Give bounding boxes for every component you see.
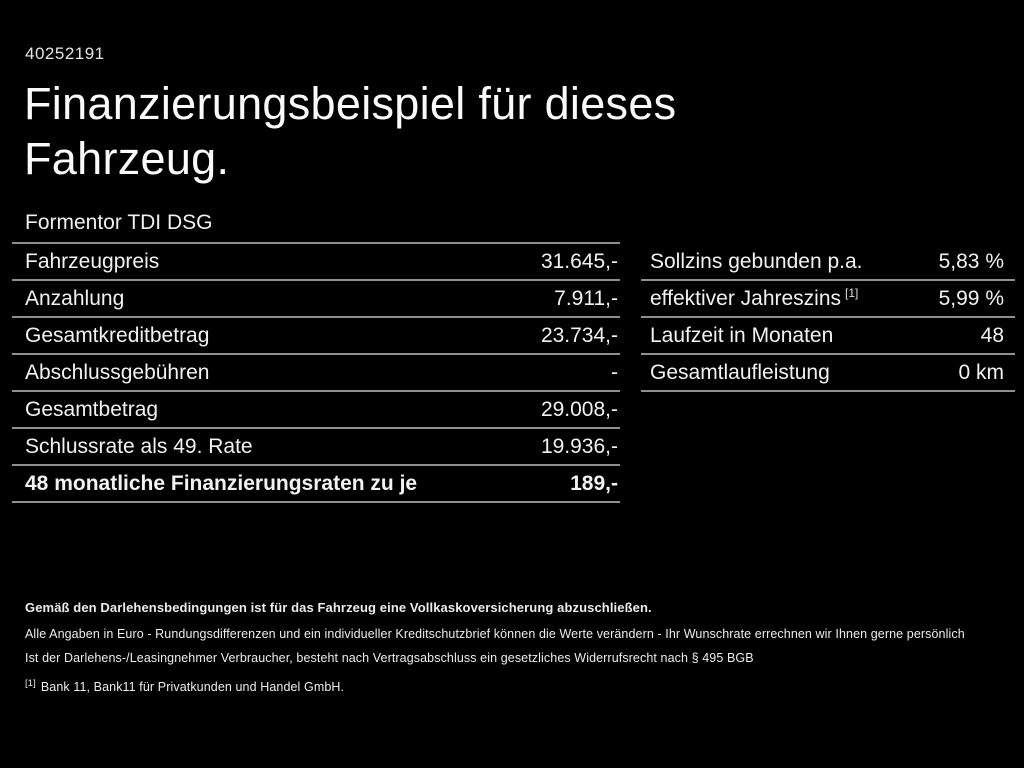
- table-row-abschlussgebuehren: Abschlussgebühren -: [12, 355, 620, 392]
- table-row-sollzins: Sollzins gebunden p.a. 5,83 %: [641, 244, 1015, 281]
- footer-disclaimer-line: Alle Angaben in Euro - Rundungsdifferenz…: [25, 627, 965, 641]
- table-row-effektiver-jahreszins: effektiver Jahreszins [1] 5,99 %: [641, 281, 1015, 318]
- row-label-text: effektiver Jahreszins: [650, 287, 842, 310]
- row-label: Gesamtkreditbetrag: [25, 323, 210, 347]
- table-row-gesamtbetrag: Gesamtbetrag 29.008,-: [12, 392, 620, 429]
- row-value: -: [611, 360, 618, 384]
- row-label: effektiver Jahreszins [1]: [641, 286, 858, 311]
- row-value: 31.645,-: [540, 249, 618, 273]
- page-title: Finanzierungsbeispiel für dieses Fahrzeu…: [24, 76, 676, 186]
- footer-legal-line: Ist der Darlehens-/Leasingnehmer Verbrau…: [25, 651, 754, 665]
- footnote-text: Bank 11, Bank11 für Privatkunden und Han…: [40, 680, 345, 695]
- row-label: Abschlussgebühren: [25, 360, 210, 384]
- table-row-gesamtkreditbetrag: Gesamtkreditbetrag 23.734,-: [12, 318, 620, 355]
- footnote-marker: [1]: [25, 678, 36, 689]
- footnote-reference: [1]: [845, 286, 859, 300]
- row-value: 48: [980, 323, 1004, 347]
- row-label: Sollzins gebunden p.a.: [650, 249, 863, 273]
- row-label: Laufzeit in Monaten: [650, 323, 834, 347]
- financing-conditions-table: Sollzins gebunden p.a. 5,83 % effektiver…: [641, 244, 1015, 392]
- row-label: Gesamtbetrag: [25, 397, 159, 421]
- table-row-laufzeit: Laufzeit in Monaten 48: [641, 318, 1015, 355]
- page-title-line2: Fahrzeug.: [24, 133, 230, 184]
- row-label: Fahrzeugpreis: [25, 249, 160, 273]
- financing-costs-table: Fahrzeugpreis 31.645,- Anzahlung 7.911,-…: [12, 242, 620, 503]
- row-value: 5,99 %: [938, 286, 1004, 310]
- row-value: 19.936,-: [540, 434, 618, 458]
- footer-footnote: [1] Bank 11, Bank11 für Privatkunden und …: [25, 678, 344, 694]
- row-label: Schlussrate als 49. Rate: [25, 434, 253, 458]
- row-value: 23.734,-: [540, 323, 618, 347]
- vehicle-model-name: Formentor TDI DSG: [25, 211, 213, 234]
- table-row-fahrzeugpreis: Fahrzeugpreis 31.645,-: [12, 244, 620, 281]
- table-row-gesamtlaufleistung: Gesamtlaufleistung 0 km: [641, 355, 1015, 392]
- row-value: 7.911,-: [554, 286, 618, 310]
- row-value: 5,83 %: [938, 249, 1004, 273]
- footer-insurance-note: Gemäß den Darlehensbedingungen ist für d…: [25, 600, 652, 615]
- page-title-line1: Finanzierungsbeispiel für dieses: [24, 78, 677, 129]
- row-label: Gesamtlaufleistung: [650, 360, 830, 384]
- table-row-monatsrate: 48 monatliche Finanzierungsraten zu je 1…: [12, 466, 620, 503]
- row-value: 0 km: [958, 360, 1004, 384]
- row-label: 48 monatliche Finanzierungsraten zu je: [25, 471, 418, 495]
- row-label: Anzahlung: [25, 286, 125, 310]
- row-value: 29.008,-: [540, 397, 618, 421]
- table-row-schlussrate: Schlussrate als 49. Rate 19.936,-: [12, 429, 620, 466]
- table-row-anzahlung: Anzahlung 7.911,-: [12, 281, 620, 318]
- vehicle-id-number: 40252191: [25, 44, 105, 63]
- row-value: 189,-: [570, 471, 618, 495]
